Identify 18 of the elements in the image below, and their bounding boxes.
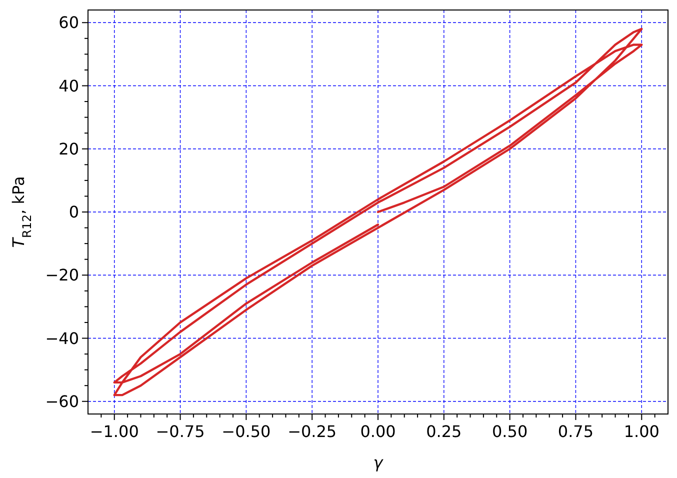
x-tick-label: −0.75 bbox=[156, 422, 205, 441]
x-tick-label: 0.00 bbox=[360, 422, 396, 441]
x-tick-label: −1.00 bbox=[90, 422, 139, 441]
y-tick-label: −60 bbox=[45, 392, 79, 411]
x-tick-label: 1.00 bbox=[624, 422, 660, 441]
y-tick-label: −20 bbox=[45, 266, 79, 285]
x-tick-label: −0.50 bbox=[222, 422, 271, 441]
x-tick-label: −0.25 bbox=[288, 422, 337, 441]
y-tick-label: 60 bbox=[58, 13, 79, 32]
y-tick-label: −40 bbox=[45, 328, 79, 348]
line-series bbox=[113, 28, 643, 396]
x-tick-label: 0.75 bbox=[558, 422, 594, 441]
x-axis-title: γ bbox=[373, 453, 384, 472]
x-tick-label: 0.25 bbox=[426, 422, 462, 441]
y-tick-label: 0 bbox=[68, 202, 79, 222]
x-tick-label: 0.50 bbox=[492, 422, 528, 441]
y-tick-label: 40 bbox=[58, 76, 79, 96]
y-tick-label: 20 bbox=[58, 139, 79, 158]
